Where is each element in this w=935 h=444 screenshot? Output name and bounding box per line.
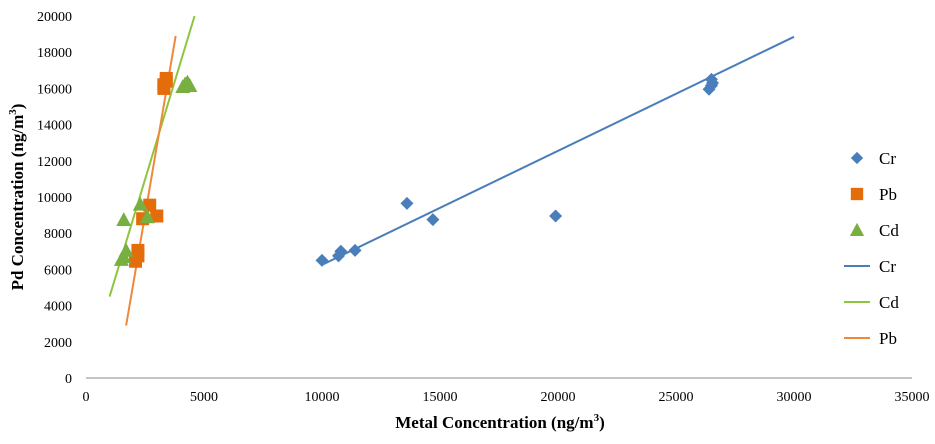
data-point-cr <box>400 196 414 210</box>
x-axis-title: Metal Concentration (ng/m3) <box>395 412 604 432</box>
data-point-cd <box>182 78 198 93</box>
y-tick-label: 14000 <box>37 119 72 134</box>
x-tick-label: 15000 <box>423 390 458 405</box>
y-tick-label: 0 <box>65 372 72 387</box>
legend-square-icon <box>850 187 864 201</box>
data-point-pb <box>131 243 145 257</box>
y-tick-label: 8000 <box>44 227 72 242</box>
x-tick-label: 35000 <box>895 390 930 405</box>
data-point-cd <box>118 242 134 257</box>
x-tick-label: 20000 <box>541 390 576 405</box>
y-tick-label: 12000 <box>37 155 72 170</box>
legend-label: Cr <box>879 257 896 276</box>
tick-labels: 0 5000 10000 15000 20000 25000 30000 35000 0 2000… <box>37 10 930 405</box>
legend-item-pb-marker: Pb <box>850 185 897 204</box>
data-point-cr <box>348 243 362 257</box>
trendline-cr <box>321 35 795 266</box>
data-point-cd <box>139 209 155 224</box>
y-tick-label: 6000 <box>44 263 72 278</box>
legend-label: Cr <box>879 149 896 168</box>
y-tick-label: 4000 <box>44 300 72 315</box>
x-tick-label: 25000 <box>659 390 694 405</box>
legend-item-cr-line: Cr <box>844 257 896 276</box>
y-tick-label: 18000 <box>37 46 72 61</box>
x-tick-label: 10000 <box>305 390 340 405</box>
data-point-cr <box>706 76 720 90</box>
data-point-cr <box>334 244 348 258</box>
data-point-cr <box>426 213 440 227</box>
y-tick-label: 10000 <box>37 191 72 206</box>
legend-item-cd-marker: Cd <box>849 221 899 240</box>
y-tick-label: 16000 <box>37 82 72 97</box>
legend-label: Cd <box>879 293 899 312</box>
legend-triangle-icon <box>849 222 865 237</box>
x-tick-label: 30000 <box>777 390 812 405</box>
legend: Cr Pb Cd Cr Cd Pb <box>844 149 899 348</box>
data-point-cr <box>315 253 329 267</box>
legend-diamond-icon <box>850 151 864 165</box>
legend-label: Pb <box>879 329 897 348</box>
data-points <box>113 71 720 268</box>
data-point-cd <box>116 212 132 226</box>
x-tick-label: 5000 <box>190 390 218 405</box>
data-point-cr <box>549 209 563 223</box>
y-tick-label: 2000 <box>44 336 72 351</box>
data-point-pb <box>159 71 173 85</box>
legend-label: Pb <box>879 185 897 204</box>
y-axis-title: Pd Concentration (ng/m3) <box>7 104 27 291</box>
data-point-cd <box>132 196 148 211</box>
legend-item-pb-line: Pb <box>844 329 897 348</box>
legend-item-cd-line: Cd <box>844 293 899 312</box>
legend-item-cr-marker: Cr <box>850 149 896 168</box>
data-point-pb <box>150 209 164 223</box>
y-tick-label: 20000 <box>37 10 72 25</box>
x-tick-label: 0 <box>83 390 90 405</box>
trendlines <box>108 15 795 326</box>
legend-label: Cd <box>879 221 899 240</box>
